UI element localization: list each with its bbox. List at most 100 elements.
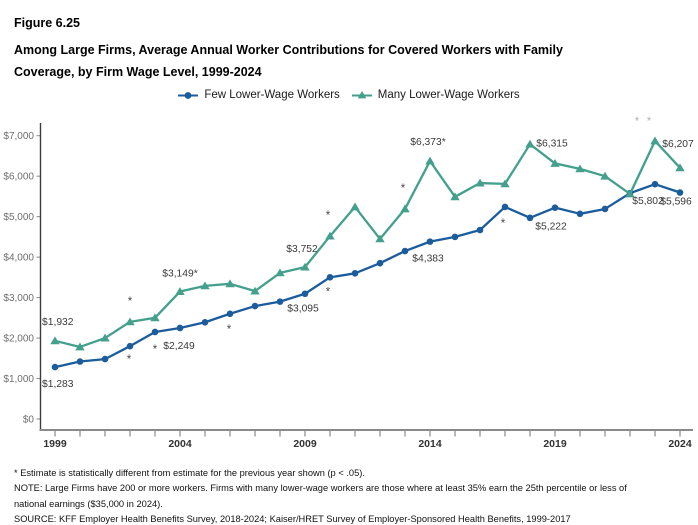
data-point-few [451,233,459,241]
data-label: $4,383 [412,254,444,265]
data-point-many [150,313,160,322]
data-point-many [200,281,210,290]
data-point-many [350,202,360,211]
data-point-few [176,324,184,332]
x-axis-label: 2019 [543,438,567,450]
data-point-few [376,259,384,267]
significance-asterisk: * [635,116,640,128]
data-point-many [125,317,135,326]
data-point-few [326,274,334,281]
data-label: $1,932 [42,317,74,328]
data-label: $3,752 [286,244,318,255]
series-line-few [54,183,681,369]
legend-item-few-lower-wage: Few Lower-Wage Workers [178,89,340,101]
line-triangle-marker-icon [351,90,372,98]
data-point-few [301,290,309,298]
data-point-many [50,336,60,345]
data-label: $3,095 [287,304,319,315]
y-axis-label: $0 [23,415,35,426]
data-point-few [526,214,534,222]
data-label: $6,315 [536,138,568,149]
data-point-many [525,139,535,148]
title-line-1: Among Large Firms, Average Annual Worker… [14,43,563,57]
data-point-many [575,164,585,173]
title-block: Figure 6.25 Among Large Firms, Average A… [14,16,674,83]
data-point-few [551,204,559,211]
data-point-few [76,358,84,365]
legend-label: Few Lower-Wage Workers [204,89,340,101]
x-axis-label: 2004 [168,438,192,450]
data-point-few [651,180,659,188]
data-point-many [425,156,435,165]
y-axis-label: $1,000 [3,374,34,385]
significance-asterisk: * [153,344,158,356]
data-point-many [475,178,485,187]
chart-legend: Few Lower-Wage Workers Many Lower-Wage W… [0,89,698,101]
data-point-many [500,179,510,188]
data-point-many [275,268,285,277]
data-label: $6,373* [410,137,446,148]
significance-asterisk: * [326,286,331,298]
footnote-note-line-1: NOTE: Large Firms have 200 or more worke… [14,483,627,494]
page-title: Among Large Firms, Average Annual Worker… [14,39,674,83]
footnote-significance: * Estimate is statistically different fr… [14,468,365,478]
significance-asterisk: * [647,116,652,128]
data-point-many [550,159,560,167]
data-point-few [426,238,434,245]
data-label: $1,283 [42,379,74,390]
data-point-many [325,231,335,240]
data-point-few [676,189,684,196]
y-axis-label: $2,000 [3,334,34,345]
y-axis-label: $4,000 [3,253,34,264]
significance-asterisk: * [127,354,132,366]
data-point-few [126,342,134,350]
data-point-many [100,333,110,342]
footnote-note-line-2: national earnings ($35,000 in 2024). [14,498,163,509]
line-circle-marker-icon [178,91,199,99]
data-point-many [650,136,660,145]
data-point-few [151,328,159,336]
data-point-many [400,204,410,213]
significance-asterisk: * [401,183,406,195]
data-point-many [375,234,385,243]
x-axis-label: 2009 [293,438,317,450]
x-axis-label: 2024 [668,438,692,450]
series-line-many [54,139,681,349]
data-point-few [51,363,59,371]
data-point-many [675,163,685,172]
data-point-few [501,203,509,211]
data-point-few [101,355,109,363]
data-point-few [251,302,259,310]
data-point-few [226,310,234,318]
data-point-few [576,210,584,218]
significance-asterisk: * [128,296,133,308]
data-label: $5,596 [660,197,692,208]
figure-label: Figure 6.25 [14,16,80,30]
data-label: $2,249 [163,341,195,352]
title-line-2: Coverage, by Firm Wage Level, 1999-2024 [14,65,262,79]
y-axis-label: $5,000 [3,212,34,223]
y-axis-label: $3,000 [3,293,34,304]
data-label: $5,802 [632,196,664,207]
data-point-many [175,287,185,295]
x-axis-label: 2014 [418,438,442,450]
data-point-many [600,171,610,180]
footnotes: * Estimate is statistically different fr… [14,466,686,525]
footnote-source: SOURCE: KFF Employer Health Benefits Sur… [14,514,571,525]
data-point-many [450,192,460,201]
data-point-many [300,262,310,271]
x-axis-label: 1999 [43,438,67,450]
data-point-few [276,298,284,305]
data-label: $3,149* [162,269,198,280]
legend-label: Many Lower-Wage Workers [377,89,520,101]
significance-asterisk: * [501,218,506,230]
y-axis-label: $6,000 [3,172,34,183]
data-point-few [476,226,484,234]
data-point-few [401,247,409,255]
data-point-few [351,270,359,277]
data-point-many [625,189,635,198]
significance-asterisk: * [227,324,232,336]
data-point-few [201,318,209,326]
